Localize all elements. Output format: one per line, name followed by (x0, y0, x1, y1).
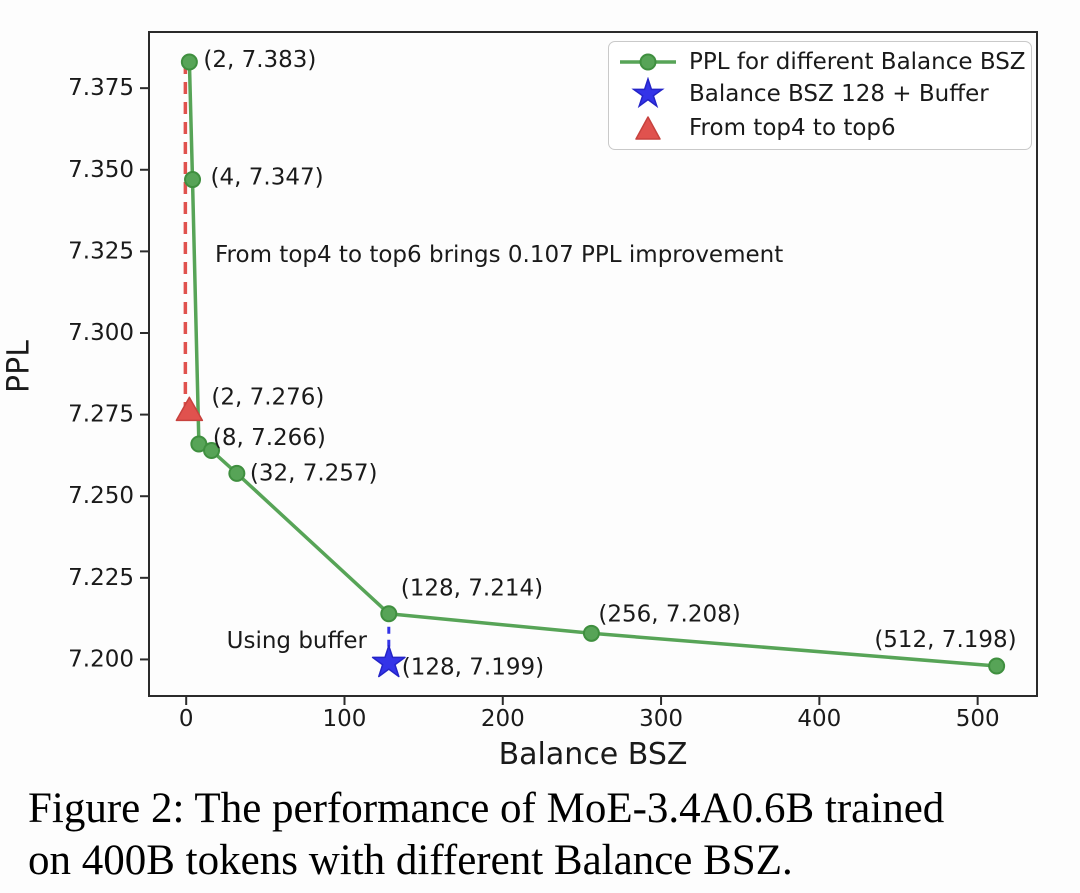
figure-caption: Figure 2: The performance of MoE-3.4A0.6… (28, 783, 1068, 887)
y-tick-label: 7.275 (68, 402, 134, 428)
ppl-marker (228, 464, 246, 482)
point-label: (8, 7.266) (213, 425, 326, 451)
x-tick-label: 500 (956, 706, 1000, 732)
point-label: (4, 7.347) (211, 165, 324, 191)
ppl-marker (380, 605, 398, 623)
ppl-marker (203, 442, 221, 460)
point-label: (256, 7.208) (598, 601, 740, 627)
y-tick-label: 7.375 (68, 75, 134, 101)
legend-label-ppl: PPL for different Balance BSZ (689, 48, 1026, 75)
x-tick-label: 0 (179, 706, 194, 732)
plot-area: 0 100 200 300 400 500 7.200 7.225 7.250 7.275 7.30… (68, 31, 1038, 732)
top6-triangle-marker (175, 396, 204, 422)
annotation-text: Using buffer (227, 628, 368, 654)
x-tick-label: 400 (797, 706, 841, 732)
caption-line-2: on 400B tokens with different Balance BS… (28, 837, 793, 884)
y-tick-label: 7.250 (68, 483, 134, 509)
point-label: (2, 7.383) (203, 47, 316, 73)
x-tick-label: 100 (323, 706, 367, 732)
red-triangle-icon (617, 113, 679, 143)
ppl-marker (988, 657, 1006, 675)
legend-row-top6: From top4 to top6 (617, 113, 1023, 143)
y-tick-label: 7.350 (68, 157, 134, 183)
legend: PPL for different Balance BSZ Balance BS… (608, 41, 1032, 150)
y-axis-label: PPL (1, 340, 37, 393)
point-label: (512, 7.198) (874, 627, 1016, 653)
green-line-circle-icon (617, 48, 679, 76)
legend-row-ppl: PPL for different Balance BSZ (617, 48, 1026, 76)
ppl-marker (180, 53, 198, 71)
point-label: (2, 7.276) (211, 384, 324, 410)
legend-label-top6: From top4 to top6 (689, 115, 896, 142)
point-label: (32, 7.257) (250, 460, 378, 486)
legend-label-buffer: Balance BSZ 128 + Buffer (689, 81, 989, 108)
y-tick-label: 7.200 (68, 646, 134, 672)
caption-line-1: Figure 2: The performance of MoE-3.4A0.6… (28, 785, 945, 832)
x-tick-label: 300 (639, 706, 683, 732)
x-axis-label: Balance BSZ (498, 737, 688, 772)
y-tick-label: 7.225 (68, 565, 134, 591)
x-tick-label: 200 (481, 706, 525, 732)
ppl-marker (184, 171, 202, 189)
y-tick-label: 7.325 (68, 238, 134, 264)
y-tick-label: 7.300 (68, 320, 134, 346)
annotation-text: From top4 to top6 brings 0.107 PPL impro… (215, 242, 783, 268)
ppl-series-line (187, 61, 997, 668)
legend-row-buffer: Balance BSZ 128 + Buffer (617, 77, 1023, 111)
point-label: (128, 7.214) (401, 576, 543, 602)
buffer-star-marker (371, 644, 406, 678)
plot-frame (148, 31, 1038, 697)
ppl-marker (582, 624, 600, 642)
point-label: (128, 7.199) (402, 655, 544, 681)
blue-star-icon (617, 77, 679, 111)
